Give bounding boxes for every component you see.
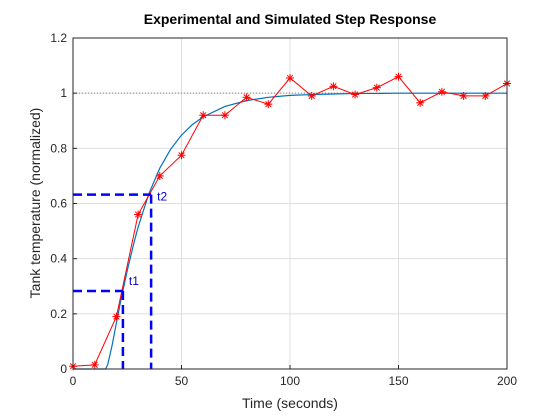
- measured-point-stroke: [243, 94, 250, 101]
- measured-point-stroke: [482, 92, 489, 100]
- measured-point-11: [307, 91, 316, 100]
- y-tick-label-6: 1.2: [50, 31, 67, 45]
- measured-point-stroke: [351, 91, 359, 98]
- measured-point-stroke: [373, 84, 380, 91]
- y-tick-label-3: 0.6: [50, 197, 67, 211]
- chart-title: Experimental and Simulated Step Response: [144, 11, 437, 27]
- annotation-layer: t1 t2: [73, 190, 167, 369]
- measured-point-stroke: [134, 211, 142, 218]
- measured-point-1: [90, 360, 99, 369]
- y-tick-label-2: 0.4: [50, 252, 67, 266]
- measured-point-stroke: [156, 172, 163, 180]
- measured-point-4: [155, 171, 164, 180]
- measured-point-stroke: [395, 73, 402, 80]
- measured-point-18: [459, 91, 468, 100]
- measured-point-15: [394, 72, 403, 81]
- annotation-t1-label: t1: [129, 274, 139, 288]
- measured-point-stroke: [200, 112, 207, 119]
- measured-point-stroke: [308, 92, 315, 100]
- y-tick-label-4: 0.8: [50, 141, 67, 155]
- y-axis-ticks: 0 0.2 0.4 0.6 0.8 1 1.2: [50, 31, 77, 376]
- measured-point-stroke: [330, 83, 337, 90]
- y-tick-label-0: 0: [60, 362, 67, 376]
- measured-point-8: [242, 93, 251, 102]
- x-tick-label-0: 0: [70, 374, 77, 388]
- measured-point-6: [199, 111, 208, 120]
- measured-point-7: [220, 111, 229, 120]
- x-axis-label: Time (seconds): [242, 395, 338, 411]
- measured-point-17: [437, 87, 446, 96]
- measured-point-19: [481, 91, 490, 100]
- y-tick-label-1: 0.2: [50, 307, 67, 321]
- measured-point-13: [351, 90, 360, 99]
- measured-point-12: [329, 82, 338, 91]
- x-axis-ticks: 0 50 100 150 200: [70, 365, 517, 388]
- y-axis-label: Tank temperature (normalized): [27, 108, 43, 299]
- x-tick-label-4: 200: [497, 374, 517, 388]
- measured-point-stroke: [265, 101, 272, 108]
- measured-point-stroke: [286, 74, 294, 82]
- measured-point-10: [286, 73, 294, 82]
- measured-point-2: [112, 312, 121, 321]
- y-tick-label-5: 1: [60, 86, 67, 100]
- annotation-t2-label: t2: [157, 190, 167, 204]
- measured-point-5: [177, 151, 186, 160]
- measured-point-3: [134, 210, 143, 219]
- measured-point-14: [372, 83, 381, 92]
- measured-point-stroke: [460, 92, 467, 100]
- x-tick-label-2: 100: [280, 374, 300, 388]
- measured-point-stroke: [178, 152, 185, 159]
- measured-point-stroke: [438, 88, 446, 95]
- x-tick-label-3: 150: [388, 374, 408, 388]
- measured-point-9: [264, 100, 273, 109]
- measured-point-stroke: [113, 313, 120, 320]
- measured-point-stroke: [91, 361, 98, 369]
- measured-point-16: [416, 98, 425, 107]
- measured-point-stroke: [417, 99, 424, 106]
- measured-point-stroke: [221, 112, 229, 119]
- x-tick-label-1: 50: [175, 374, 189, 388]
